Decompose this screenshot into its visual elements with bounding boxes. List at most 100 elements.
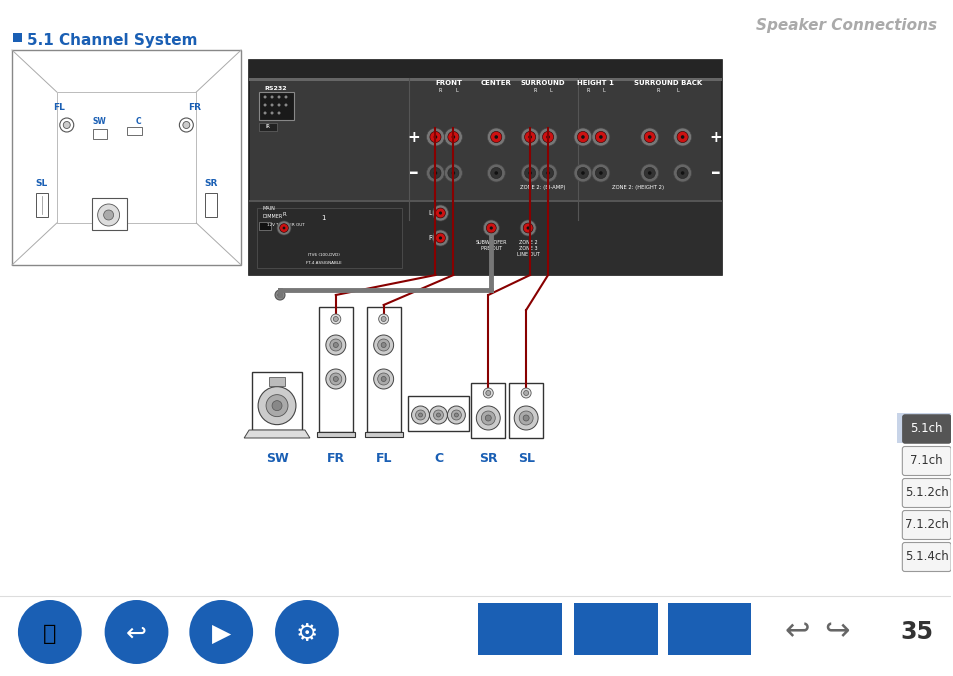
Circle shape [518,411,533,425]
Bar [205,193,217,217]
Text: ITV6 (100-DVD): ITV6 (100-DVD) [308,253,339,257]
Circle shape [377,373,389,385]
Polygon shape [244,430,310,438]
Circle shape [266,395,288,416]
Circle shape [18,600,82,664]
Text: SW: SW [92,116,107,126]
Circle shape [526,226,529,230]
Circle shape [483,388,493,398]
Text: R: R [656,87,659,93]
Circle shape [677,168,687,178]
Circle shape [574,164,591,182]
Circle shape [591,128,609,146]
Circle shape [451,171,455,175]
Circle shape [272,401,282,410]
Text: 5.1.2ch: 5.1.2ch [904,487,947,500]
Text: 5.1ch: 5.1ch [909,422,942,435]
Text: L: L [602,87,604,93]
Circle shape [524,168,536,178]
Circle shape [677,131,687,143]
Circle shape [522,223,533,233]
Bar [364,432,402,437]
Bar [316,432,355,437]
Circle shape [179,118,193,132]
Circle shape [444,164,462,182]
Circle shape [528,171,532,175]
Bar [249,78,721,81]
Text: FL: FL [375,452,392,465]
Bar [249,200,721,202]
Circle shape [444,128,462,146]
Circle shape [514,406,537,430]
Circle shape [418,413,422,417]
Text: SL: SL [517,452,534,465]
Circle shape [447,406,465,424]
Circle shape [333,343,338,347]
Bar [12,50,241,265]
Text: –: – [710,164,720,183]
Circle shape [485,391,490,395]
Bar [256,220,314,230]
Circle shape [438,212,441,214]
Circle shape [274,600,338,664]
Circle shape [454,413,457,417]
Bar [252,372,301,430]
Text: ↪: ↪ [823,617,849,646]
Circle shape [374,369,394,389]
Circle shape [577,131,588,143]
Text: SR: SR [478,452,497,465]
Circle shape [378,314,388,324]
Bar [509,383,542,438]
Text: IR: IR [265,124,271,130]
Circle shape [282,226,285,229]
Circle shape [487,164,505,182]
Circle shape [680,135,683,139]
Text: R: R [282,212,286,218]
Text: SURROUND: SURROUND [520,80,565,86]
Circle shape [595,131,606,143]
Bar [127,127,142,135]
Text: ↩: ↩ [783,617,809,646]
Circle shape [580,171,584,175]
Circle shape [481,411,495,425]
Circle shape [522,415,529,421]
Text: R: R [533,87,537,93]
Circle shape [494,171,497,175]
Text: MAIN: MAIN [262,206,274,210]
Circle shape [333,316,338,322]
Circle shape [542,168,553,178]
Text: PRE OUT: PRE OUT [480,245,501,251]
Circle shape [277,112,280,114]
Circle shape [436,208,445,218]
Circle shape [520,164,538,182]
Text: R: R [428,235,433,241]
Bar [259,222,271,230]
Bar [574,603,657,655]
Circle shape [416,410,425,420]
Text: C: C [135,118,141,126]
Bar [318,307,353,432]
Text: +: + [708,130,721,145]
Circle shape [60,118,73,132]
Circle shape [451,135,455,139]
Circle shape [598,135,602,139]
Text: 7.1ch: 7.1ch [909,454,943,468]
Circle shape [451,410,461,420]
Circle shape [434,171,436,175]
Bar [57,92,196,223]
Circle shape [524,131,536,143]
Circle shape [490,131,501,143]
Bar [366,307,400,432]
Circle shape [680,171,683,175]
Text: C: C [434,452,442,465]
Bar [896,413,950,443]
Text: SW: SW [265,452,288,465]
Text: L: L [455,87,457,93]
Circle shape [274,290,285,300]
Text: +: + [407,130,419,145]
Circle shape [574,128,591,146]
Circle shape [438,237,441,239]
Text: R: R [438,87,441,93]
Text: ZONE 2: (HEIGHT 2): ZONE 2: (HEIGHT 2) [611,185,663,191]
Circle shape [284,95,287,99]
